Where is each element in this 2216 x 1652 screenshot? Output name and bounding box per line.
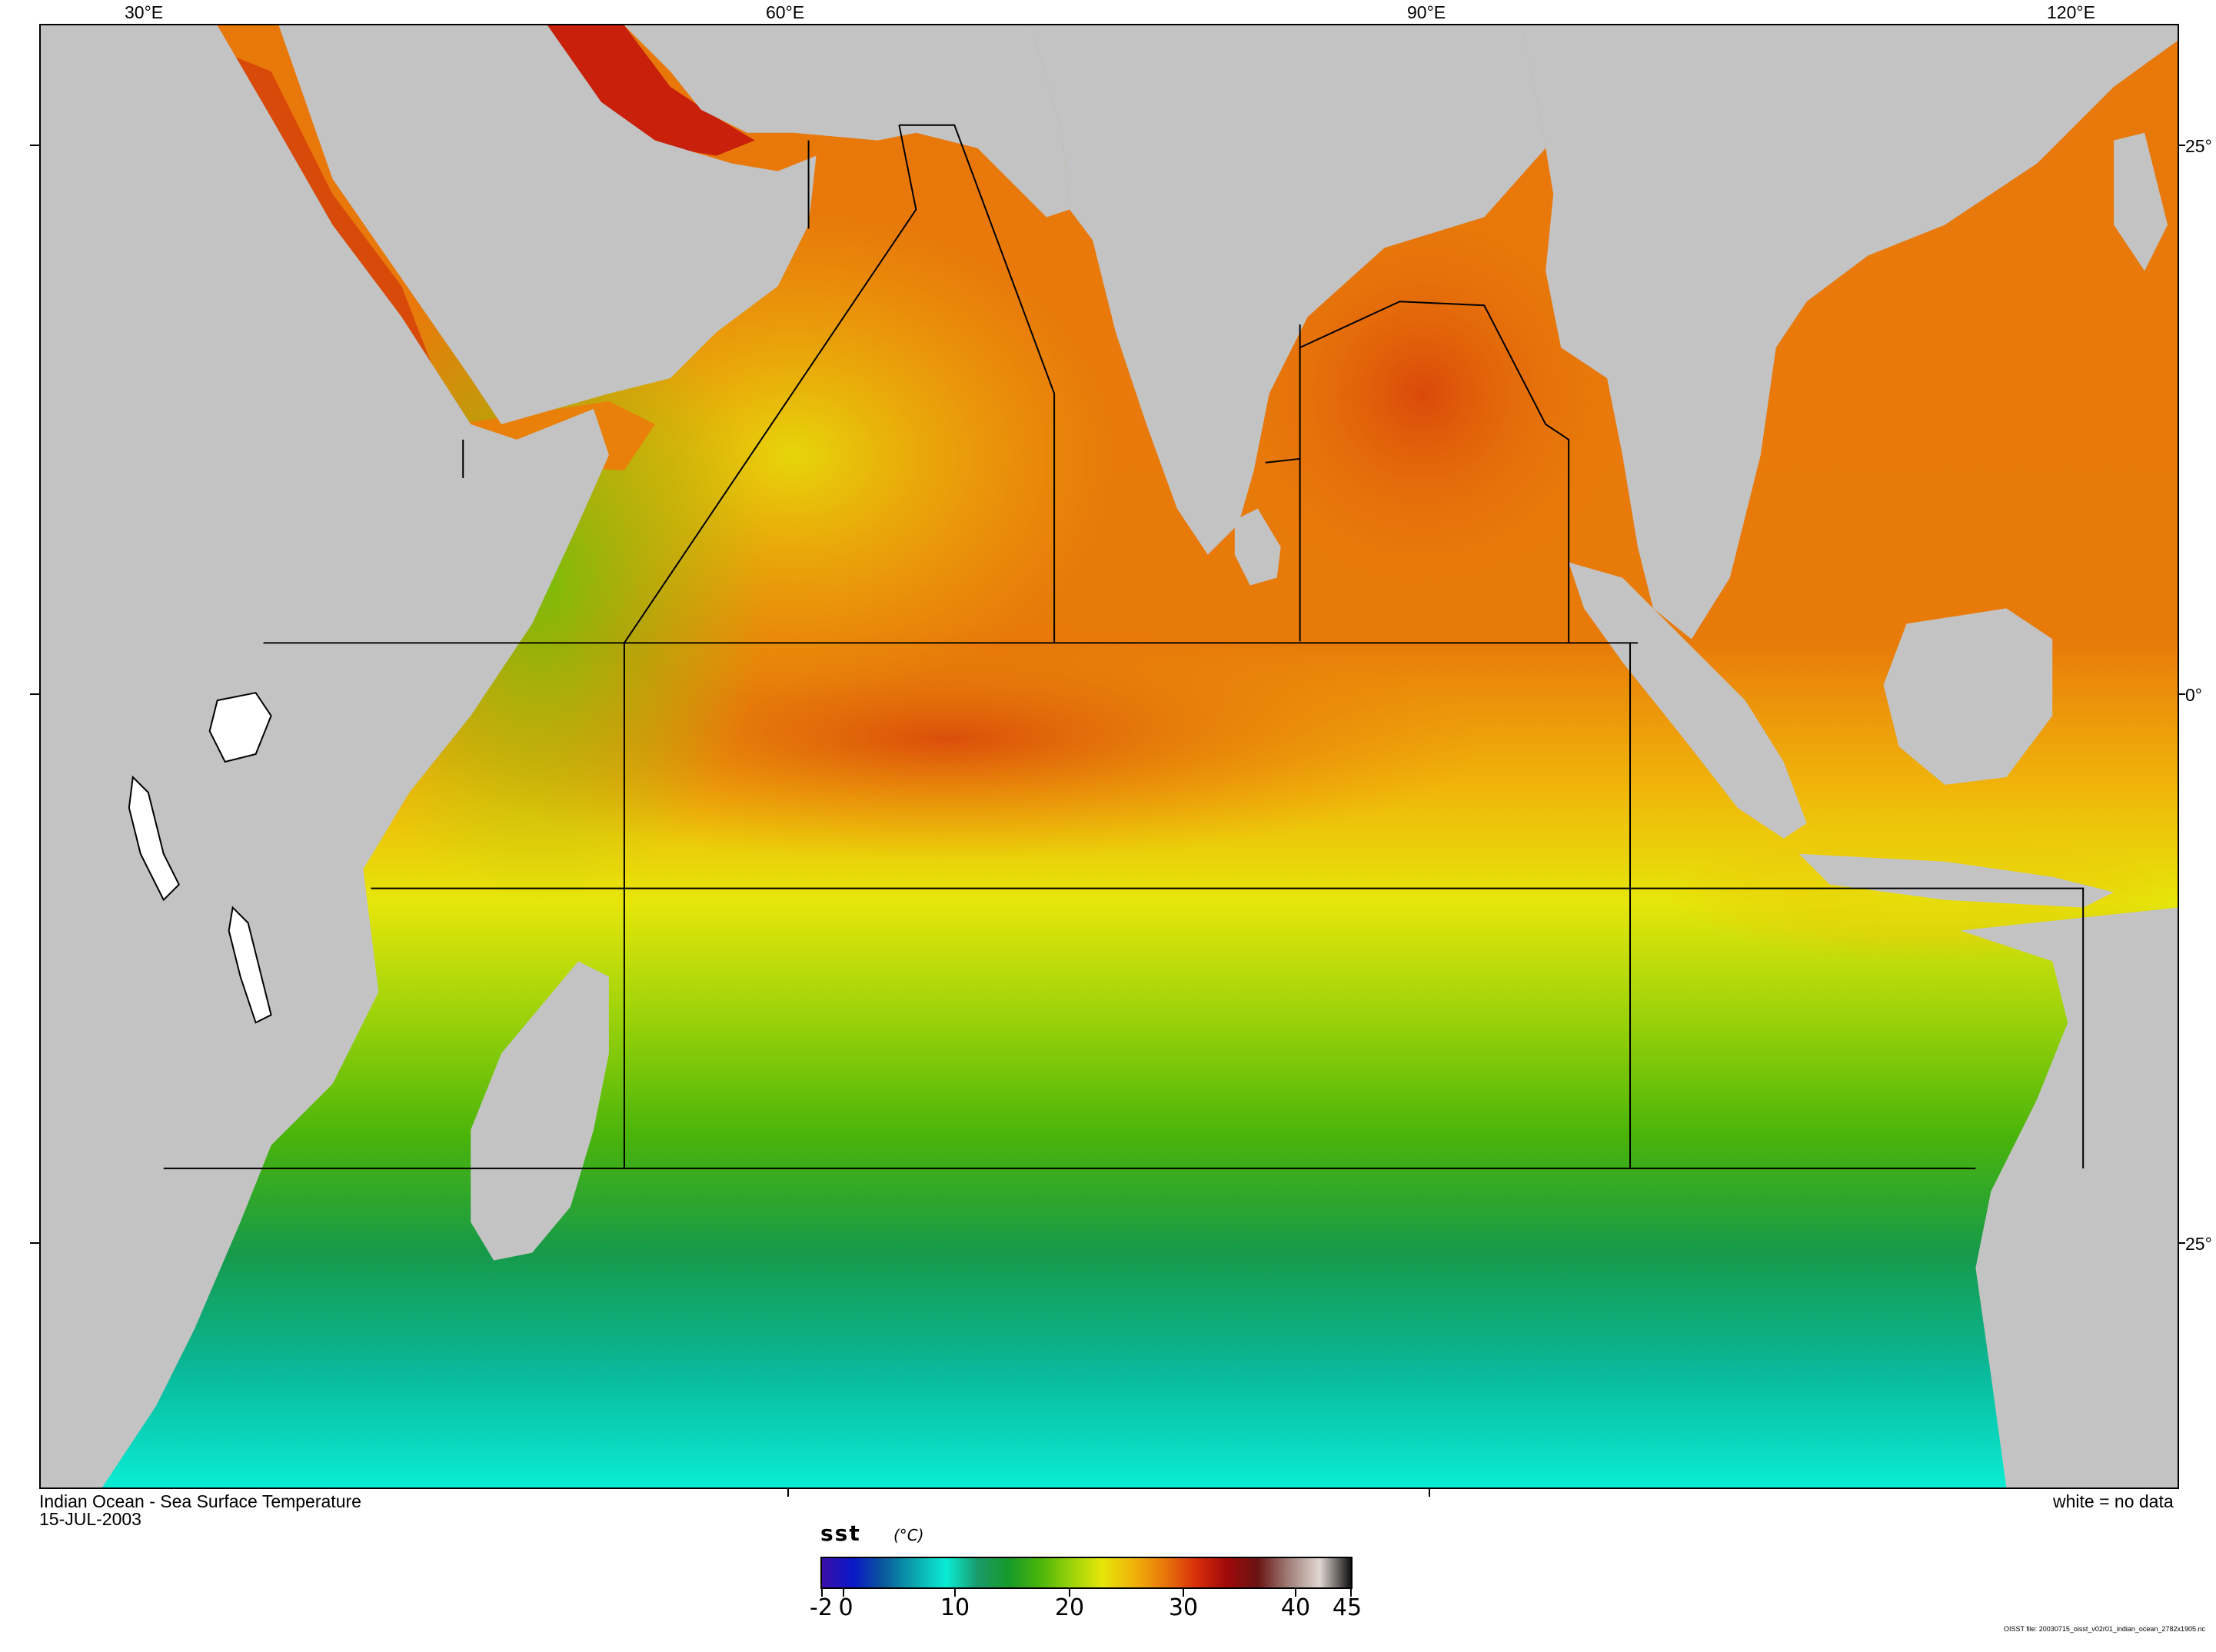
colorbar-unit: (°C) xyxy=(893,1526,924,1544)
india-land xyxy=(1031,25,1546,555)
cb-tick-45 xyxy=(1350,1589,1352,1597)
map-title: Indian Ocean - Sea Surface Temperature xyxy=(39,1491,361,1511)
no-data-note: white = no data xyxy=(2053,1491,2174,1511)
cb-tick-20 xyxy=(1069,1589,1070,1597)
cb-label-0: 0 xyxy=(838,1594,853,1621)
lon-label-120e: 120°E xyxy=(2047,2,2095,22)
map-date: 15-JUL-2003 xyxy=(39,1509,141,1529)
file-footnote: OISST file: 20030715_oisst_v02r01_indian… xyxy=(2003,1625,2205,1633)
lat-tick-0-left xyxy=(30,693,39,695)
luzon xyxy=(2114,132,2168,271)
lat-tick-25n-left xyxy=(30,145,39,146)
region-boundaries xyxy=(163,124,2085,1169)
colorbar xyxy=(820,1557,1353,1589)
cb-label-neg2: -2 xyxy=(810,1594,833,1621)
lon-label-90e: 90°E xyxy=(1407,2,1446,22)
lat-tick-25s-right xyxy=(2178,1242,2185,1244)
borneo xyxy=(1883,608,2053,785)
iran-pakistan-land xyxy=(624,25,1070,218)
lat-tick-25s-left xyxy=(30,1242,39,1244)
lon-tick-60e-bottom xyxy=(787,1489,789,1497)
no-data-island-1 xyxy=(208,692,272,763)
lat-tick-0-right xyxy=(2178,693,2185,695)
lon-tick-90e-bottom xyxy=(1429,1489,1430,1497)
lat-label-25n: 25° xyxy=(2185,136,2212,156)
lon-label-30e: 30°E xyxy=(125,2,164,22)
cb-label-45: 45 xyxy=(1332,1594,1363,1621)
sri-lanka xyxy=(1234,508,1281,586)
colorbar-variable: sst xyxy=(820,1521,861,1546)
cb-label-30: 30 xyxy=(1168,1594,1199,1621)
cb-tick-30 xyxy=(1183,1589,1184,1597)
lat-label-0: 0° xyxy=(2185,685,2202,705)
cb-tick-10 xyxy=(954,1589,956,1597)
madagascar xyxy=(471,961,609,1261)
lon-label-60e: 60°E xyxy=(766,2,805,22)
cb-label-20: 20 xyxy=(1054,1594,1085,1621)
lat-tick-25n-right xyxy=(2178,145,2185,146)
no-data-island-3 xyxy=(228,906,272,1024)
no-data-island-2 xyxy=(128,775,180,902)
cb-tick-0 xyxy=(843,1589,844,1597)
persian-gulf xyxy=(540,25,755,156)
sst-map-canvas xyxy=(41,25,2178,1487)
java xyxy=(1798,853,2115,908)
australia-land xyxy=(1960,907,2178,1487)
sumatra xyxy=(1569,562,1807,839)
africa-land xyxy=(41,25,609,1487)
lat-label-25s: 25° xyxy=(2185,1234,2212,1254)
cb-tick-neg2 xyxy=(821,1589,823,1597)
sst-map xyxy=(39,24,2179,1489)
cb-label-40: 40 xyxy=(1280,1594,1311,1621)
cb-tick-40 xyxy=(1295,1589,1296,1597)
arabia-land xyxy=(278,25,817,424)
cb-label-10: 10 xyxy=(940,1594,970,1621)
southeast-asia-land xyxy=(1522,25,2178,640)
